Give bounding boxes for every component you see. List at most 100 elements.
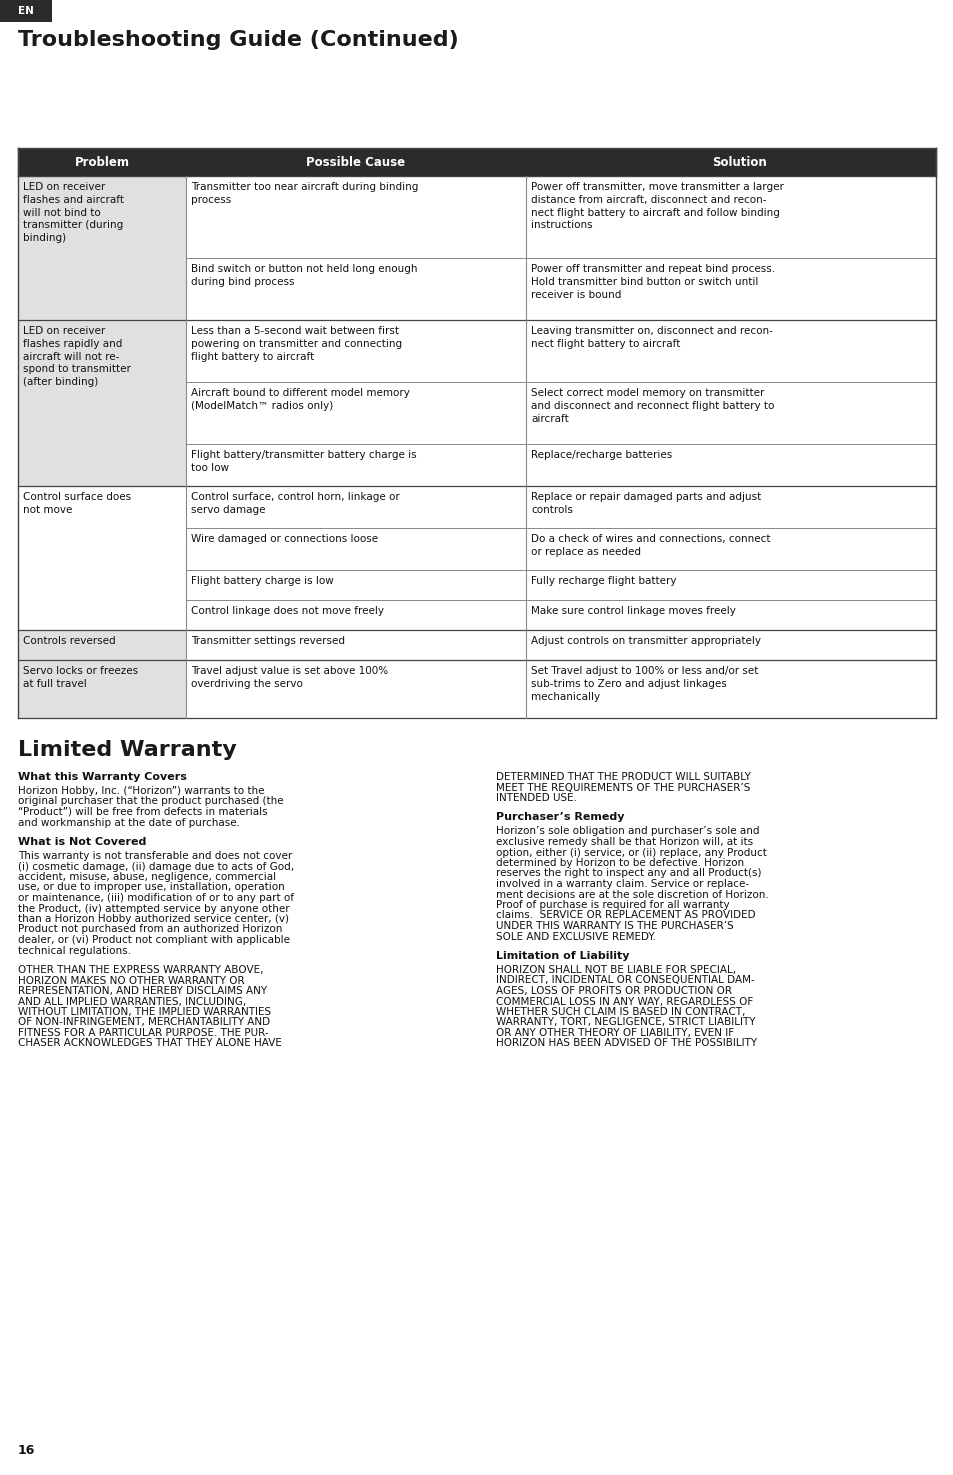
Text: AGES, LOSS OF PROFITS OR PRODUCTION OR: AGES, LOSS OF PROFITS OR PRODUCTION OR: [496, 985, 731, 996]
Text: Control surface does
not move: Control surface does not move: [23, 493, 131, 515]
Text: Solution: Solution: [712, 155, 766, 168]
Text: Leaving transmitter on, disconnect and recon-
nect flight battery to aircraft: Leaving transmitter on, disconnect and r…: [531, 326, 772, 348]
Bar: [186, 258, 525, 320]
Text: WHETHER SUCH CLAIM IS BASED IN CONTRACT,: WHETHER SUCH CLAIM IS BASED IN CONTRACT,: [496, 1007, 744, 1016]
Text: ment decisions are at the sole discretion of Horizon.: ment decisions are at the sole discretio…: [496, 889, 768, 900]
Text: Replace/recharge batteries: Replace/recharge batteries: [531, 450, 672, 460]
Text: Control surface, control horn, linkage or
servo damage: Control surface, control horn, linkage o…: [191, 493, 399, 515]
Bar: [525, 630, 953, 659]
Bar: [525, 176, 953, 258]
Text: LED on receiver
flashes and aircraft
will not bind to
transmitter (during
bindin: LED on receiver flashes and aircraft wil…: [23, 181, 124, 243]
Text: What is Not Covered: What is Not Covered: [18, 836, 146, 847]
Bar: [186, 176, 525, 258]
Text: the Product, (iv) attempted service by anyone other: the Product, (iv) attempted service by a…: [18, 904, 290, 913]
Text: OTHER THAN THE EXPRESS WARRANTY ABOVE,: OTHER THAN THE EXPRESS WARRANTY ABOVE,: [18, 965, 263, 975]
Text: claims.  SERVICE OR REPLACEMENT AS PROVIDED: claims. SERVICE OR REPLACEMENT AS PROVID…: [496, 910, 755, 920]
Bar: [525, 569, 953, 600]
Text: EN: EN: [18, 6, 34, 16]
Text: HORIZON HAS BEEN ADVISED OF THE POSSIBILITY: HORIZON HAS BEEN ADVISED OF THE POSSIBIL…: [496, 1038, 757, 1049]
Text: REPRESENTATION, AND HEREBY DISCLAIMS ANY: REPRESENTATION, AND HEREBY DISCLAIMS ANY: [18, 985, 267, 996]
Bar: [525, 659, 953, 718]
Bar: [525, 528, 953, 569]
Bar: [525, 320, 953, 382]
Text: and workmanship at the date of purchase.: and workmanship at the date of purchase.: [18, 817, 240, 827]
Text: “Product”) will be free from defects in materials: “Product”) will be free from defects in …: [18, 807, 268, 817]
Text: MEET THE REQUIREMENTS OF THE PURCHASER’S: MEET THE REQUIREMENTS OF THE PURCHASER’S: [496, 783, 750, 792]
Bar: [186, 320, 525, 382]
Text: What this Warranty Covers: What this Warranty Covers: [18, 771, 187, 782]
Text: OF NON-INFRINGEMENT, MERCHANTABILITY AND: OF NON-INFRINGEMENT, MERCHANTABILITY AND: [18, 1018, 270, 1028]
Text: INDIRECT, INCIDENTAL OR CONSEQUENTIAL DAM-: INDIRECT, INCIDENTAL OR CONSEQUENTIAL DA…: [496, 975, 754, 985]
Bar: [186, 630, 525, 659]
Text: Do a check of wires and connections, connect
or replace as needed: Do a check of wires and connections, con…: [531, 534, 770, 556]
Bar: [525, 258, 953, 320]
Text: Flight battery/transmitter battery charge is
too low: Flight battery/transmitter battery charg…: [191, 450, 416, 473]
Bar: [186, 485, 525, 528]
Bar: [0, 0, 52, 22]
Bar: [18, 630, 186, 659]
Text: technical regulations.: technical regulations.: [18, 945, 131, 956]
Text: Fully recharge flight battery: Fully recharge flight battery: [531, 577, 676, 586]
Text: original purchaser that the product purchased (the: original purchaser that the product purc…: [18, 796, 283, 807]
Text: UNDER THIS WARRANTY IS THE PURCHASER’S: UNDER THIS WARRANTY IS THE PURCHASER’S: [496, 920, 733, 931]
Text: Controls reversed: Controls reversed: [23, 636, 115, 646]
Bar: [525, 444, 953, 485]
Text: Possible Cause: Possible Cause: [306, 155, 405, 168]
Text: LED on receiver
flashes rapidly and
aircraft will not re-
spond to transmitter
(: LED on receiver flashes rapidly and airc…: [23, 326, 131, 388]
Bar: [186, 528, 525, 569]
Text: FITNESS FOR A PARTICULAR PURPOSE. THE PUR-: FITNESS FOR A PARTICULAR PURPOSE. THE PU…: [18, 1028, 269, 1038]
Bar: [186, 382, 525, 444]
Text: involved in a warranty claim. Service or replace-: involved in a warranty claim. Service or…: [496, 879, 748, 889]
Bar: [525, 485, 953, 528]
Text: Adjust controls on transmitter appropriately: Adjust controls on transmitter appropria…: [531, 636, 760, 646]
Text: Aircraft bound to different model memory
(ModelMatch™ radios only): Aircraft bound to different model memory…: [191, 388, 410, 412]
Text: dealer, or (vi) Product not compliant with applicable: dealer, or (vi) Product not compliant wi…: [18, 935, 290, 945]
Bar: [525, 600, 953, 630]
Text: Transmitter settings reversed: Transmitter settings reversed: [191, 636, 345, 646]
Bar: [186, 659, 525, 718]
Text: determined by Horizon to be defective. Horizon: determined by Horizon to be defective. H…: [496, 858, 743, 867]
Text: Horizon Hobby, Inc. (“Horizon”) warrants to the: Horizon Hobby, Inc. (“Horizon”) warrants…: [18, 786, 264, 797]
Text: Less than a 5-second wait between first
powering on transmitter and connecting
f: Less than a 5-second wait between first …: [191, 326, 402, 361]
Text: Select correct model memory on transmitter
and disconnect and reconnect flight b: Select correct model memory on transmitt…: [531, 388, 774, 423]
Text: (i) cosmetic damage, (ii) damage due to acts of God,: (i) cosmetic damage, (ii) damage due to …: [18, 861, 294, 872]
Text: than a Horizon Hobby authorized service center, (v): than a Horizon Hobby authorized service …: [18, 914, 289, 923]
Text: reserves the right to inspect any and all Product(s): reserves the right to inspect any and al…: [496, 869, 760, 879]
Text: Make sure control linkage moves freely: Make sure control linkage moves freely: [531, 606, 735, 617]
Text: use, or due to improper use, installation, operation: use, or due to improper use, installatio…: [18, 882, 284, 892]
Bar: [186, 444, 525, 485]
Bar: [18, 148, 935, 176]
Text: WITHOUT LIMITATION, THE IMPLIED WARRANTIES: WITHOUT LIMITATION, THE IMPLIED WARRANTI…: [18, 1007, 271, 1016]
Bar: [18, 485, 186, 630]
Text: AND ALL IMPLIED WARRANTIES, INCLUDING,: AND ALL IMPLIED WARRANTIES, INCLUDING,: [18, 997, 246, 1006]
Text: option, either (i) service, or (ii) replace, any Product: option, either (i) service, or (ii) repl…: [496, 848, 766, 857]
Text: Limited Warranty: Limited Warranty: [18, 740, 236, 760]
Text: Control linkage does not move freely: Control linkage does not move freely: [191, 606, 384, 617]
Text: WARRANTY, TORT, NEGLIGENCE, STRICT LIABILITY: WARRANTY, TORT, NEGLIGENCE, STRICT LIABI…: [496, 1018, 755, 1028]
Text: CHASER ACKNOWLEDGES THAT THEY ALONE HAVE: CHASER ACKNOWLEDGES THAT THEY ALONE HAVE: [18, 1038, 281, 1049]
Text: DETERMINED THAT THE PRODUCT WILL SUITABLY: DETERMINED THAT THE PRODUCT WILL SUITABL…: [496, 771, 750, 782]
Text: Bind switch or button not held long enough
during bind process: Bind switch or button not held long enou…: [191, 264, 417, 286]
Bar: [18, 176, 186, 320]
Text: Horizon’s sole obligation and purchaser’s sole and: Horizon’s sole obligation and purchaser’…: [496, 826, 759, 836]
Text: Set Travel adjust to 100% or less and/or set
sub-trims to Zero and adjust linkag: Set Travel adjust to 100% or less and/or…: [531, 667, 758, 702]
Text: Servo locks or freezes
at full travel: Servo locks or freezes at full travel: [23, 667, 138, 689]
Bar: [186, 569, 525, 600]
Text: Troubleshooting Guide (Continued): Troubleshooting Guide (Continued): [18, 30, 458, 50]
Bar: [186, 600, 525, 630]
Text: INTENDED USE.: INTENDED USE.: [496, 794, 577, 802]
Text: COMMERCIAL LOSS IN ANY WAY, REGARDLESS OF: COMMERCIAL LOSS IN ANY WAY, REGARDLESS O…: [496, 997, 753, 1006]
Text: Travel adjust value is set above 100%
overdriving the servo: Travel adjust value is set above 100% ov…: [191, 667, 388, 689]
Bar: [525, 382, 953, 444]
Text: HORIZON SHALL NOT BE LIABLE FOR SPECIAL,: HORIZON SHALL NOT BE LIABLE FOR SPECIAL,: [496, 965, 736, 975]
Text: 16: 16: [18, 1444, 35, 1457]
Text: Proof of purchase is required for all warranty: Proof of purchase is required for all wa…: [496, 900, 729, 910]
Text: Flight battery charge is low: Flight battery charge is low: [191, 577, 334, 586]
Text: This warranty is not transferable and does not cover: This warranty is not transferable and do…: [18, 851, 292, 861]
Text: Wire damaged or connections loose: Wire damaged or connections loose: [191, 534, 377, 544]
Bar: [18, 659, 186, 718]
Text: or maintenance, (iii) modification of or to any part of: or maintenance, (iii) modification of or…: [18, 892, 294, 903]
Text: Transmitter too near aircraft during binding
process: Transmitter too near aircraft during bin…: [191, 181, 418, 205]
Text: OR ANY OTHER THEORY OF LIABILITY, EVEN IF: OR ANY OTHER THEORY OF LIABILITY, EVEN I…: [496, 1028, 734, 1038]
Text: Problem: Problem: [74, 155, 130, 168]
